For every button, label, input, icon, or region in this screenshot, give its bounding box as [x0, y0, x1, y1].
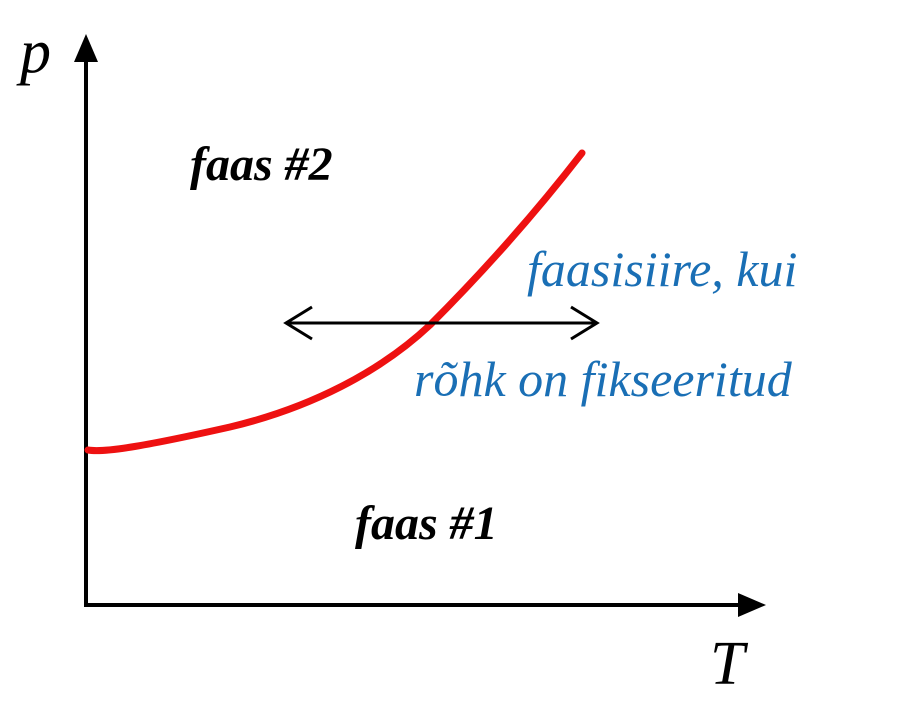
- double-arrow-icon: [283, 305, 313, 341]
- double-arrow-icon-right: [570, 305, 600, 341]
- phase-boundary-curve: [84, 149, 586, 455]
- arrow-right-icon: [738, 593, 766, 617]
- arrow-up-icon: [74, 34, 98, 62]
- x-axis-label: T: [710, 630, 749, 698]
- annotation-line-1: faasisiire, kui: [527, 241, 797, 297]
- annotation-line-2: rõhk on fikseeritud: [414, 351, 793, 407]
- region-label-upper: faas #2: [190, 138, 333, 191]
- y-axis-label: p: [16, 18, 51, 86]
- region-label-lower: faas #1: [355, 497, 498, 550]
